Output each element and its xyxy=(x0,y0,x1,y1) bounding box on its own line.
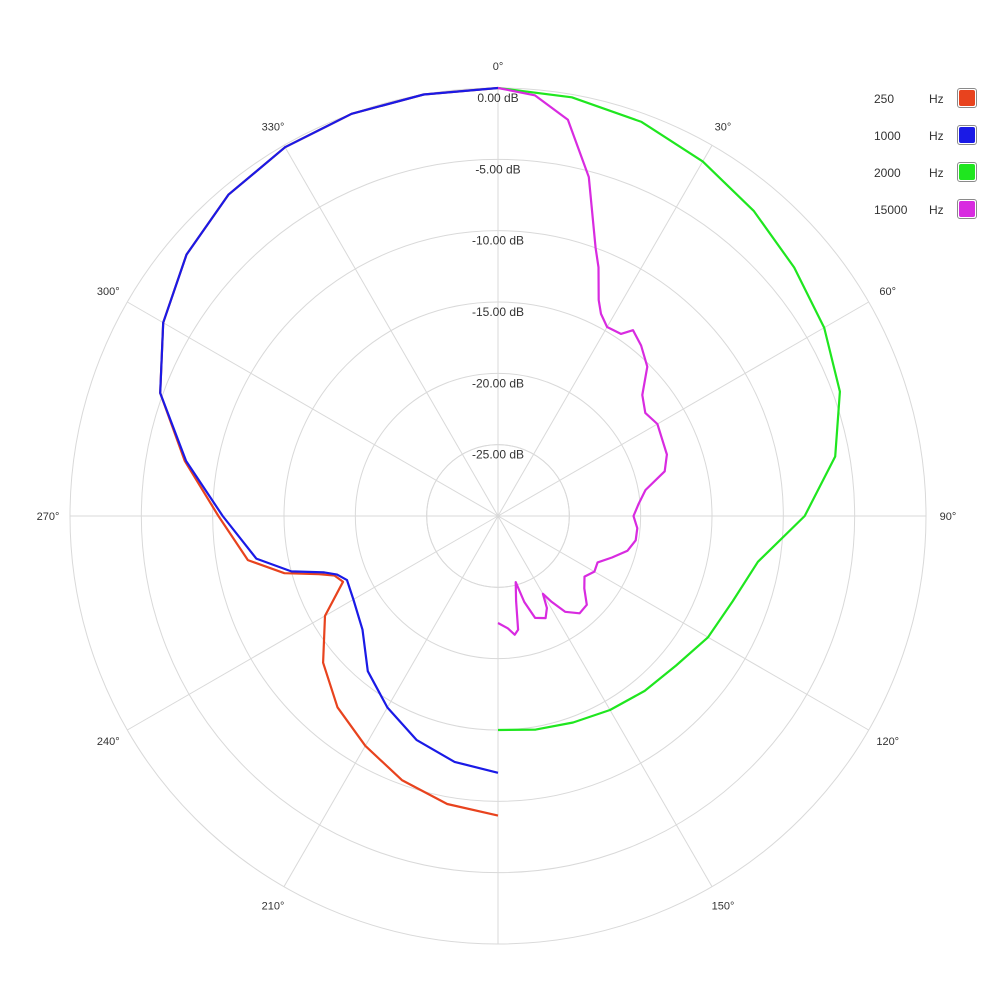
legend-unit: Hz xyxy=(929,203,944,217)
legend-swatch-color xyxy=(959,201,975,217)
legend-value: 15000 xyxy=(874,203,908,217)
angle-label: 270° xyxy=(37,511,60,523)
series-line-2000 xyxy=(497,86,841,732)
legend-value: 1000 xyxy=(874,129,901,143)
ring-label: -25.00 dB xyxy=(472,448,524,462)
series-line-250 xyxy=(159,86,499,817)
angle-label: 30° xyxy=(715,121,732,133)
grid-spoke xyxy=(127,301,499,517)
legend-value: 250 xyxy=(874,92,895,106)
legend-swatch[interactable] xyxy=(957,162,977,182)
ring-label: -10.00 dB xyxy=(472,234,524,248)
legend-unit: Hz xyxy=(929,166,944,180)
grid-spoke xyxy=(127,515,499,731)
legend-unit: Hz xyxy=(929,129,944,143)
legend-item-250[interactable]: 250 Hz xyxy=(866,88,986,125)
angle-label: 330° xyxy=(262,121,285,133)
legend-item-2000[interactable]: 2000 Hz xyxy=(866,162,986,199)
ring-label: 0.00 dB xyxy=(477,91,518,105)
legend-swatch-color xyxy=(959,164,975,180)
grid-spoke xyxy=(497,515,869,731)
series-line-1000 xyxy=(159,86,499,774)
series-line-15000 xyxy=(497,86,668,636)
grid-spoke xyxy=(497,145,713,517)
legend-item-15000[interactable]: 15000 Hz xyxy=(866,199,986,236)
grid-spoke xyxy=(497,301,869,517)
angle-label: 0° xyxy=(493,61,504,73)
ring-label: -5.00 dB xyxy=(475,162,520,176)
legend-swatch[interactable] xyxy=(957,88,977,108)
series-lines xyxy=(159,86,841,817)
ring-label: -20.00 dB xyxy=(472,376,524,390)
legend-unit: Hz xyxy=(929,92,944,106)
legend-value: 2000 xyxy=(874,166,901,180)
ring-labels: 0.00 dB -5.00 dB -10.00 dB -15.00 dB -20.00 … xyxy=(472,91,524,462)
ring-label: -15.00 dB xyxy=(472,305,524,319)
angle-label: 120° xyxy=(876,736,899,748)
legend-swatch[interactable] xyxy=(957,199,977,219)
angle-label: 60° xyxy=(879,286,896,298)
legend-swatch-color xyxy=(959,90,975,106)
angle-label: 210° xyxy=(262,901,285,913)
angle-label: 300° xyxy=(97,286,120,298)
legend-swatch-color xyxy=(959,127,975,143)
grid-spoke xyxy=(283,515,499,887)
angle-label: 150° xyxy=(712,901,735,913)
angle-labels: 0° 30° 60° 90° 120° 150° 210° 240° 270° 300° 330° xyxy=(37,61,957,913)
grid-spoke xyxy=(283,145,499,517)
angle-label: 90° xyxy=(940,511,957,523)
legend-item-1000[interactable]: 1000 Hz xyxy=(866,125,986,162)
legend-swatch[interactable] xyxy=(957,125,977,145)
grid-spokes xyxy=(70,88,926,944)
angle-label: 240° xyxy=(97,736,120,748)
legend: 250 Hz 1000 Hz 2000 Hz 15000 Hz xyxy=(866,88,986,236)
grid-spoke xyxy=(497,515,713,887)
